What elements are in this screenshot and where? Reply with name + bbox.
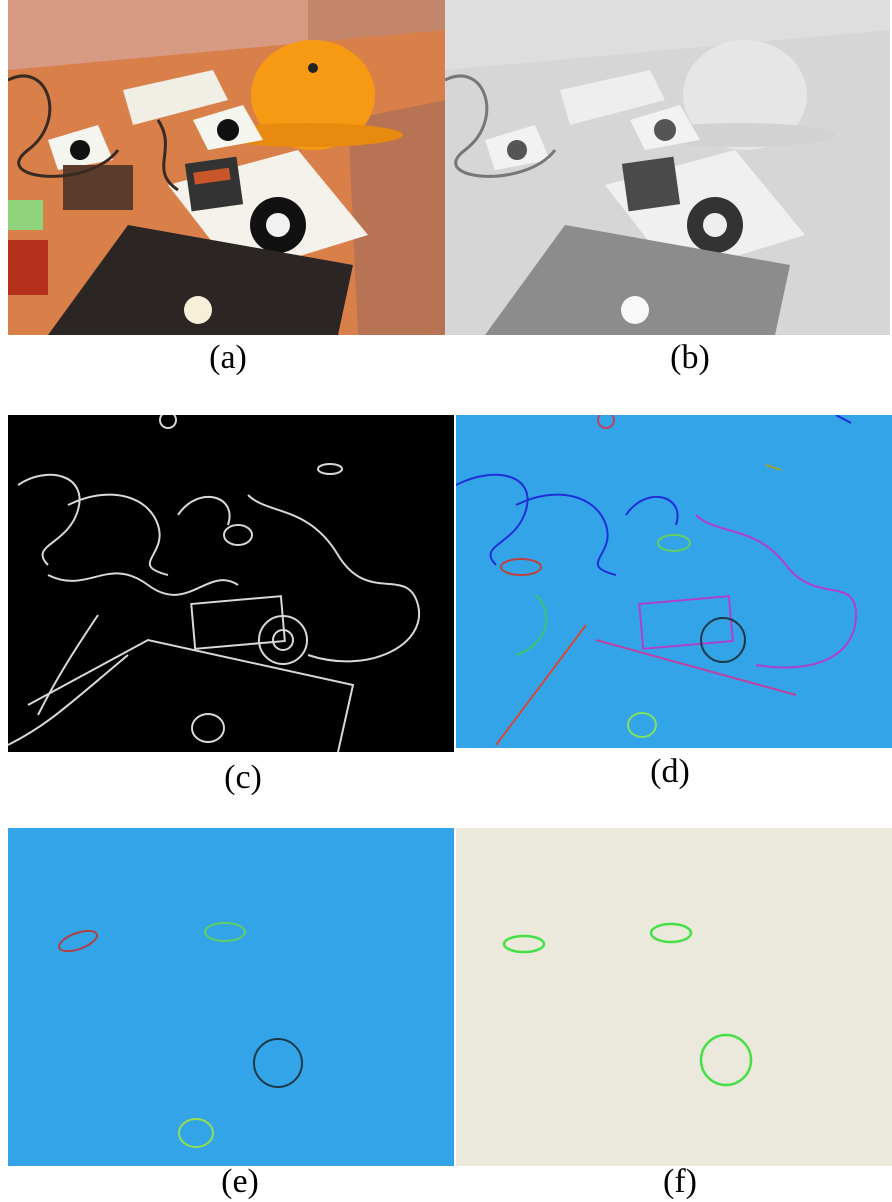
- caption-a: (a): [209, 339, 247, 376]
- photo-color-image: [8, 0, 445, 335]
- panel-a-photo: [8, 0, 445, 335]
- panel-b-grayscale: [445, 0, 890, 335]
- edge-map-image: [8, 415, 454, 752]
- caption-c: (c): [224, 759, 262, 796]
- panel-d-colored-edges: [456, 415, 892, 748]
- caption-b: (b): [670, 339, 710, 376]
- colored-edges-image: [456, 415, 892, 748]
- caption-f: (f): [663, 1163, 697, 1200]
- final-ellipses-image: [456, 828, 892, 1166]
- panel-c-edge-map: [8, 415, 454, 752]
- caption-e: (e): [221, 1163, 259, 1200]
- photo-grayscale-image: [445, 0, 890, 335]
- panel-e-detected-ellipses: [8, 828, 454, 1166]
- caption-d: (d): [650, 753, 690, 790]
- detected-ellipses-image: [8, 828, 454, 1166]
- panel-f-final-ellipses: [456, 828, 892, 1166]
